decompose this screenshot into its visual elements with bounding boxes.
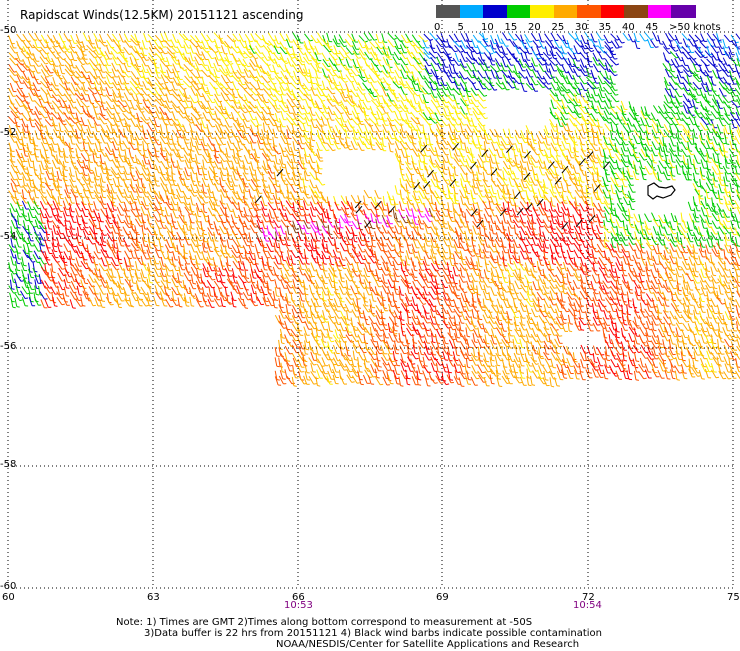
wind-barbs xyxy=(9,33,740,387)
lon-label: 69 xyxy=(436,592,449,603)
note-line-3: NOAA/NESDIS/Center for Satellite Applica… xyxy=(276,639,579,651)
legend-swatch xyxy=(624,5,649,18)
legend-label: 0 xyxy=(434,22,440,33)
island-outline xyxy=(648,183,675,199)
lat-label: -50 xyxy=(0,25,16,36)
legend-swatch xyxy=(460,5,485,18)
legend-label: 35 xyxy=(599,22,612,33)
pass-time-1: 10:53 xyxy=(284,600,313,611)
note-line-2: 3)Data buffer is 22 hrs from 20151121 4)… xyxy=(144,628,602,640)
legend-label: 45 xyxy=(646,22,659,33)
map-title: Rapidscat Winds(12.5KM) 20151121 ascendi… xyxy=(20,8,304,22)
lat-label: -56 xyxy=(0,341,16,352)
lat-label: -54 xyxy=(0,231,16,242)
lat-label: -60 xyxy=(0,581,16,592)
legend-label: 15 xyxy=(505,22,518,33)
legend-label: 10 xyxy=(481,22,494,33)
legend-label: 40 xyxy=(622,22,635,33)
lon-label: 63 xyxy=(147,592,160,603)
legend-swatch xyxy=(577,5,602,18)
legend-swatch xyxy=(648,5,673,18)
legend-swatch xyxy=(601,5,626,18)
legend-swatch xyxy=(507,5,532,18)
legend-label: 20 xyxy=(528,22,541,33)
legend-label: 5 xyxy=(458,22,464,33)
lat-label: -58 xyxy=(0,459,16,470)
legend-swatch xyxy=(554,5,579,18)
legend-swatch xyxy=(436,5,461,18)
note-line-1: Note: 1) Times are GMT 2)Times along bot… xyxy=(116,617,532,629)
legend-swatch xyxy=(483,5,508,18)
legend-swatch xyxy=(671,5,696,18)
legend-swatch xyxy=(530,5,555,18)
pass-time-2: 10:54 xyxy=(573,600,602,611)
lat-label: -52 xyxy=(0,127,16,138)
lon-label: 60 xyxy=(2,592,15,603)
lon-label: 75 xyxy=(727,592,740,603)
legend-label: 25 xyxy=(552,22,565,33)
legend-label: >50 knots xyxy=(669,22,721,33)
legend-label: 30 xyxy=(575,22,588,33)
